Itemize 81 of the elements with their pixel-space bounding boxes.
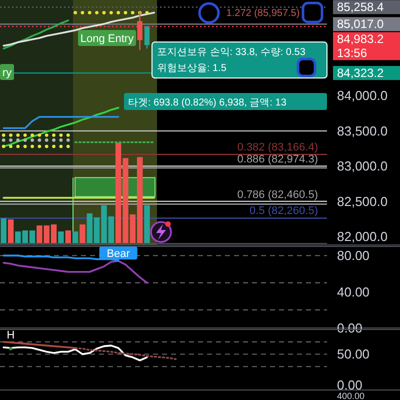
point [2,144,6,148]
point [124,10,128,14]
y-tick-label: 0.00 [337,378,362,393]
y-tick-label: 82,500.0 [337,194,388,209]
ref-line-label: 0.5 (82,260.5) [250,205,318,218]
y-tick-label: 83,500.0 [337,123,388,138]
bar [0,218,6,244]
bar [72,231,78,244]
y-tick-label: 50.00 [337,346,370,362]
line-series [2,106,120,148]
annotation: H [6,330,15,342]
point [38,133,42,137]
line-series [2,260,148,284]
point [16,144,20,148]
point [9,133,12,137]
line-series [2,344,148,362]
text: 400.00 [337,391,365,400]
point [44,138,48,142]
point [9,144,12,148]
point [38,138,42,142]
point [23,133,27,137]
point [23,144,27,148]
ref-line-label: 0.382 (83,166.4) [237,141,318,154]
annotation: ry [2,67,12,79]
point [80,10,84,14]
y-tick-label: 82,000.0 [337,229,388,244]
line-series [2,20,70,50]
bar [144,205,150,244]
point [116,10,120,14]
point [109,10,113,14]
point [52,144,56,148]
point [38,144,42,148]
point [66,133,70,137]
ref-line-label: 84,323.2 [337,66,384,80]
ref-line-label: 85,258.4 [337,0,384,14]
point [30,138,34,142]
point [95,10,99,14]
point [30,133,34,137]
point [16,138,20,142]
bar [80,224,86,244]
point [66,144,70,148]
annotation: Bear [106,248,130,260]
y-tick-label: 84,000.0 [337,88,388,104]
point [59,133,63,137]
ref-line-label: 85,017.0 [337,17,384,32]
point [145,10,149,14]
point [30,144,34,148]
ref-line-label: 0.886 (82,974.3) [237,154,318,166]
point [66,138,70,142]
y-tick-label: 80.00 [337,248,370,264]
point [2,138,6,142]
annotation: 위험보상율: 1.5 [157,63,227,74]
point [44,144,48,148]
point [44,133,48,137]
annotation: Long Entry [80,33,134,45]
point [88,10,92,14]
bar [65,230,71,244]
bar [58,231,64,244]
point [23,138,27,142]
bar [8,219,14,244]
point [52,138,56,142]
annotation: 1.272 (85,957.5) [226,8,300,19]
ref-line-label: 84,983.2 [337,32,384,46]
point [52,133,56,137]
point [2,133,6,137]
point [74,10,77,14]
line-series [74,347,177,360]
annotation: 포지션보유 손익: 33.8, 수량: 0.53 [157,47,306,58]
ref-line-label: 0.786 (82,460.5) [237,188,318,201]
line-series [2,12,156,47]
point [16,133,20,137]
y-tick-label: 83,000.0 [337,158,388,174]
point [130,10,134,14]
point [102,10,106,14]
text: 13:56 [337,46,368,60]
point [59,144,63,148]
annotation: 타겟: 693.8 (0.82%) 6,938, 금액: 13 [128,98,287,108]
y-tick-label: 40.00 [337,284,370,300]
line-series [2,340,76,349]
point [59,138,63,142]
point [9,138,12,142]
